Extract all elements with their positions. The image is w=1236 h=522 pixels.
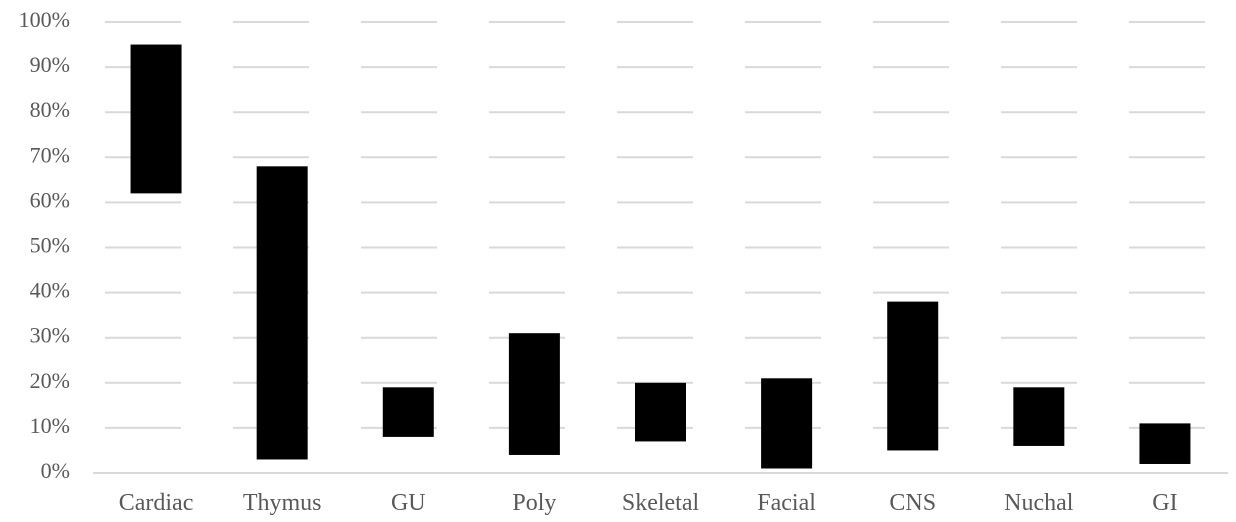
bar-gi — [1139, 423, 1191, 464]
y-axis-tick-labels: 0% 10% 20% 30% 40% 50% 60% 70% 80% 90% 100% — [19, 7, 70, 483]
bar-nuchal — [1013, 387, 1065, 446]
y-tick-label: 0% — [41, 458, 70, 483]
y-tick-label: 20% — [30, 368, 70, 393]
bar-thymus — [256, 166, 308, 460]
x-tick-label: Thymus — [243, 490, 322, 516]
bar-skeletal — [635, 382, 686, 442]
y-tick-label: 60% — [30, 187, 70, 212]
x-tick-label: GU — [391, 490, 426, 516]
y-tick-label: 40% — [30, 278, 70, 303]
x-tick-label: GI — [1152, 490, 1177, 516]
bar-cns — [887, 301, 939, 451]
x-tick-label: Cardiac — [119, 490, 194, 516]
x-tick-label: Nuchal — [1004, 490, 1074, 516]
bar-facial — [761, 378, 813, 469]
x-axis-category-labels: Cardiac Thymus GU Poly Skeletal Facial CNS Nuch… — [119, 490, 1178, 516]
x-tick-label: Skeletal — [622, 490, 700, 516]
y-tick-label: 10% — [30, 413, 70, 438]
x-tick-label: Facial — [757, 490, 816, 516]
y-tick-label: 70% — [30, 142, 70, 167]
y-tick-label: 80% — [30, 97, 70, 122]
y-tick-label: 100% — [19, 7, 70, 32]
y-tick-label: 50% — [30, 233, 70, 258]
bar-cardiac — [130, 44, 182, 194]
y-tick-label: 90% — [30, 52, 70, 77]
x-tick-label: Poly — [512, 490, 556, 516]
bars — [130, 44, 1191, 469]
bar-poly — [508, 333, 560, 455]
x-tick-label: CNS — [889, 490, 936, 516]
y-tick-label: 30% — [30, 323, 70, 348]
bar-gu — [382, 387, 434, 437]
